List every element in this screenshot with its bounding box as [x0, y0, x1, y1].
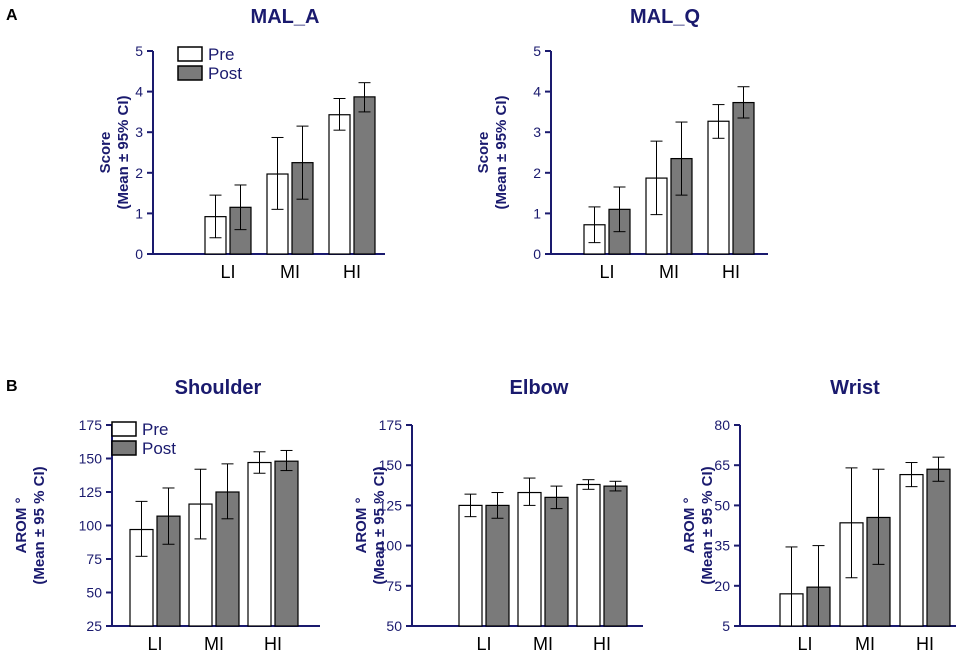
x-tick-label: LI — [220, 262, 235, 282]
y-tick-label: 150 — [79, 451, 103, 467]
x-tick-label: MI — [204, 634, 224, 654]
chart-title: Shoulder — [175, 377, 262, 399]
chart-title: Wrist — [830, 377, 880, 399]
y-axis-label: Score — [475, 132, 492, 174]
x-tick-label: MI — [855, 634, 875, 654]
y-axis-label-sub: (Mean ± 95% CI) — [115, 95, 132, 209]
chart-mal_q: MAL_Q Score (Mean ± 95% CI) 0 1 2 3 4 5 LI MI HI — [475, 6, 768, 282]
y-tick-label: 175 — [379, 417, 403, 433]
bar-post-hi — [603, 485, 628, 627]
x-tick-label: HI — [264, 634, 282, 654]
y-tick-label: 5 — [135, 43, 143, 59]
y-tick-label: 3 — [135, 124, 143, 140]
y-tick-label: 175 — [79, 417, 103, 433]
legend-swatch-post — [177, 65, 203, 81]
panel-label-a: A — [6, 7, 18, 24]
bar-pre-hi — [899, 473, 924, 627]
x-tick-label: HI — [722, 262, 740, 282]
legend-label-post: Post — [142, 439, 176, 458]
y-tick-label: 5 — [533, 43, 541, 59]
y-tick-label: 25 — [86, 618, 102, 634]
bar-post-hi — [274, 460, 299, 627]
x-tick-label: LI — [147, 634, 162, 654]
bar-pre-hi — [576, 483, 601, 627]
y-tick-label: 35 — [714, 538, 730, 554]
chart-title: MAL_Q — [630, 6, 700, 28]
x-tick-label: MI — [659, 262, 679, 282]
y-tick-label: 125 — [379, 497, 403, 513]
y-tick-label: 100 — [379, 538, 403, 554]
x-tick-label: MI — [280, 262, 300, 282]
y-axis-label-sub: (Mean ± 95 % CI) — [371, 466, 388, 584]
y-tick-label: 75 — [86, 551, 102, 567]
legend-swatch-post — [111, 440, 137, 456]
y-tick-label: 1 — [533, 205, 541, 221]
panel-label-b: B — [6, 378, 18, 395]
y-tick-label: 0 — [135, 246, 143, 262]
legend-label-pre: Pre — [142, 420, 168, 439]
chart-title: MAL_A — [251, 6, 320, 28]
bar-pre-hi — [247, 461, 272, 627]
bar-post-hi — [926, 468, 951, 627]
bar-pre-hi — [328, 114, 351, 255]
y-tick-label: 75 — [386, 578, 402, 594]
bar-pre-hi — [707, 120, 730, 255]
y-tick-label: 5 — [722, 618, 730, 634]
chart-title: Elbow — [510, 377, 569, 399]
y-axis-label-sub: (Mean ± 95 % CI) — [31, 466, 48, 584]
y-tick-label: 4 — [533, 84, 541, 100]
y-tick-label: 100 — [79, 518, 103, 534]
y-tick-label: 125 — [79, 484, 103, 500]
x-tick-label: HI — [593, 634, 611, 654]
y-tick-label: 20 — [714, 578, 730, 594]
x-tick-label: LI — [476, 634, 491, 654]
y-tick-label: 50 — [386, 618, 402, 634]
x-tick-label: MI — [533, 634, 553, 654]
y-axis-label: AROM ° — [353, 498, 370, 554]
legend-swatch-pre — [111, 421, 137, 437]
y-tick-label: 50 — [86, 585, 102, 601]
y-axis-label: AROM ° — [681, 498, 698, 554]
bar-post-li — [485, 504, 510, 627]
bar-post-hi — [353, 96, 376, 255]
chart-elbow: Elbow AROM ° (Mean ± 95 % CI) 50 75 100 125 150… — [353, 377, 643, 654]
x-tick-label: HI — [343, 262, 361, 282]
y-axis-label: Score — [97, 132, 114, 174]
y-tick-label: 0 — [533, 246, 541, 262]
chart-mal_a: MAL_A Score (Mean ± 95% CI) 0 1 2 3 4 5 LI MI HI Pre… — [97, 6, 385, 282]
y-axis-label: AROM ° — [13, 498, 30, 554]
y-tick-label: 3 — [533, 124, 541, 140]
bar-pre-li — [458, 504, 483, 627]
chart-wrist: Wrist AROM ° (Mean ± 95 % CI) 5 20 35 50 65 80 LI… — [681, 377, 956, 654]
bar-post-mi — [544, 496, 569, 627]
y-axis-label-sub: (Mean ± 95% CI) — [493, 95, 510, 209]
x-tick-label: LI — [599, 262, 614, 282]
y-tick-label: 2 — [533, 165, 541, 181]
y-tick-label: 4 — [135, 84, 143, 100]
y-tick-label: 1 — [135, 205, 143, 221]
y-tick-label: 80 — [714, 417, 730, 433]
bar-post-hi — [732, 101, 755, 255]
legend-label-post: Post — [208, 64, 242, 83]
chart-shoulder: Shoulder AROM ° (Mean ± 95 % CI) 25 50 75 100 1… — [13, 377, 320, 654]
y-tick-label: 50 — [714, 497, 730, 513]
y-tick-label: 150 — [379, 457, 403, 473]
legend-swatch-pre — [177, 46, 203, 62]
y-tick-label: 65 — [714, 457, 730, 473]
x-tick-label: LI — [797, 634, 812, 654]
x-tick-label: HI — [916, 634, 934, 654]
y-axis-label-sub: (Mean ± 95 % CI) — [699, 466, 716, 584]
bar-pre-mi — [517, 491, 542, 627]
y-tick-label: 2 — [135, 165, 143, 181]
legend-label-pre: Pre — [208, 45, 234, 64]
